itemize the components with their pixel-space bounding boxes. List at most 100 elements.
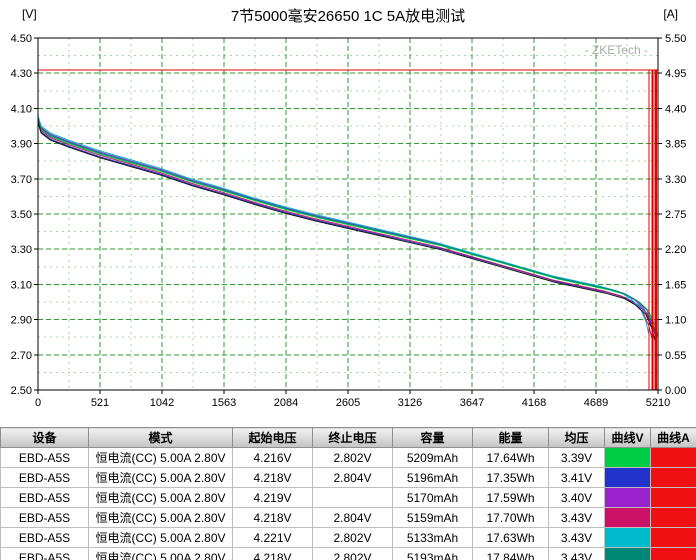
table-cell: 3.40V bbox=[548, 487, 605, 508]
curve-v-color-swatch bbox=[604, 487, 651, 508]
table-cell: 恒电流(CC) 5.00A 2.80V bbox=[88, 467, 233, 488]
table-cell: 17.70Wh bbox=[472, 507, 549, 528]
table-cell: 5193mAh bbox=[392, 547, 473, 560]
right-axis-unit-label: [A] bbox=[663, 7, 678, 21]
curve-v-color-swatch bbox=[604, 467, 651, 488]
y-left-tick-label: 3.90 bbox=[11, 139, 32, 151]
table-row[interactable]: EBD-A5S 恒电流(CC) 5.00A 2.80V 4.216V 2.802V 52… bbox=[0, 447, 696, 468]
x-tick-label: 4168 bbox=[522, 397, 546, 409]
chart-title: 7节5000毫安26650 1C 5A放电测试 bbox=[230, 8, 466, 25]
curve-v-color-swatch bbox=[604, 507, 651, 528]
y-left-tick-label: 2.70 bbox=[11, 350, 32, 362]
table-cell: 3.39V bbox=[548, 447, 605, 468]
table-cell bbox=[312, 487, 393, 508]
voltage-curve-6 bbox=[37, 117, 657, 337]
watermark: - ZKETech - bbox=[585, 43, 648, 57]
table-cell: 5133mAh bbox=[392, 527, 473, 548]
y-right-tick-label: 4.40 bbox=[665, 103, 686, 115]
table-cell: 5170mAh bbox=[392, 487, 473, 508]
y-right-tick-label: 0.55 bbox=[665, 350, 686, 362]
table-cell: 4.221V bbox=[232, 527, 313, 548]
x-tick-label: 3647 bbox=[460, 397, 484, 409]
current-trace-4 bbox=[37, 69, 653, 390]
x-tick-label: 521 bbox=[91, 397, 109, 409]
y-right-tick-label: 2.75 bbox=[665, 209, 686, 221]
x-tick-label: 3126 bbox=[398, 397, 422, 409]
column-header: 能量 bbox=[472, 427, 549, 448]
table-cell: 2.804V bbox=[312, 507, 393, 528]
curve-v-color-swatch bbox=[604, 527, 651, 548]
table-cell: 4.218V bbox=[232, 467, 313, 488]
column-header: 起始电压 bbox=[232, 427, 313, 448]
table-row[interactable]: EBD-A5S 恒电流(CC) 5.00A 2.80V 4.218V 2.802V 51… bbox=[0, 547, 696, 560]
curve-v-color-swatch bbox=[604, 547, 651, 560]
current-trace-3 bbox=[37, 69, 654, 390]
y-left-tick-label: 4.30 bbox=[11, 68, 32, 80]
plot-border bbox=[37, 37, 659, 391]
x-tick-label: 1042 bbox=[150, 397, 174, 409]
y-left-tick-label: 3.10 bbox=[11, 279, 32, 291]
table-cell: 4.218V bbox=[232, 507, 313, 528]
y-left-tick-label: 4.50 bbox=[11, 33, 32, 45]
y-right-tick-label: 0.00 bbox=[665, 385, 686, 397]
voltage-curve-4 bbox=[37, 119, 653, 339]
table-row[interactable]: EBD-A5S 恒电流(CC) 5.00A 2.80V 4.219V 5170mAh 1… bbox=[0, 487, 696, 508]
table-cell: 恒电流(CC) 5.00A 2.80V bbox=[88, 447, 233, 468]
table-cell: 恒电流(CC) 5.00A 2.80V bbox=[88, 547, 233, 560]
table-cell: EBD-A5S bbox=[0, 467, 89, 488]
table-cell: EBD-A5S bbox=[0, 507, 89, 528]
y-left-tick-label: 3.50 bbox=[11, 209, 32, 221]
table-cell: 4.218V bbox=[232, 547, 313, 560]
column-header: 终止电压 bbox=[312, 427, 393, 448]
y-right-tick-label: 1.10 bbox=[665, 315, 686, 327]
table-cell: 17.35Wh bbox=[472, 467, 549, 488]
table-cell: 3.41V bbox=[548, 467, 605, 488]
x-tick-label: 1563 bbox=[212, 397, 236, 409]
curve-a-color-swatch bbox=[650, 507, 696, 528]
y-left-tick-label: 4.10 bbox=[11, 103, 32, 115]
table-header-row: 设备 模式 起始电压 终止电压 容量 能量 均压 曲线V 曲线A bbox=[0, 427, 696, 448]
curve-v-color-swatch bbox=[604, 447, 651, 468]
table-cell: 恒电流(CC) 5.00A 2.80V bbox=[88, 487, 233, 508]
results-table: 设备 模式 起始电压 终止电压 容量 能量 均压 曲线V 曲线A EBD-A5S 恒电流(CC) 5… bbox=[0, 427, 696, 560]
table-cell: 3.43V bbox=[548, 507, 605, 528]
y-left-tick-label: 3.70 bbox=[11, 174, 32, 186]
table-cell: EBD-A5S bbox=[0, 447, 89, 468]
curve-a-color-swatch bbox=[650, 547, 696, 560]
column-header: 曲线V bbox=[604, 427, 651, 448]
y-right-tick-label: 1.65 bbox=[665, 279, 686, 291]
y-right-tick-label: 5.50 bbox=[665, 33, 686, 45]
table-cell: 2.802V bbox=[312, 547, 393, 560]
y-right-tick-label: 4.95 bbox=[665, 68, 686, 80]
y-right-tick-label: 2.20 bbox=[665, 244, 686, 256]
table-cell: 17.64Wh bbox=[472, 447, 549, 468]
table-cell: 2.804V bbox=[312, 467, 393, 488]
column-header: 模式 bbox=[88, 427, 233, 448]
table-cell: EBD-A5S bbox=[0, 527, 89, 548]
table-cell: 17.84Wh bbox=[472, 547, 549, 560]
table-cell: 5159mAh bbox=[392, 507, 473, 528]
voltage-curve-7 bbox=[37, 122, 656, 341]
y-left-tick-label: 2.50 bbox=[11, 385, 32, 397]
table-cell: 恒电流(CC) 5.00A 2.80V bbox=[88, 527, 233, 548]
x-tick-label: 2084 bbox=[274, 397, 298, 409]
table-cell: 17.59Wh bbox=[472, 487, 549, 508]
discharge-chart: 4.50 5.50 0 4.30 4.95 521 4.10 4.40 1042 3.90 3.85… bbox=[11, 33, 687, 409]
table-cell: 3.43V bbox=[548, 547, 605, 560]
x-tick-label: 2605 bbox=[336, 397, 360, 409]
column-header: 曲线A bbox=[650, 427, 696, 448]
x-tick-label: 0 bbox=[35, 397, 41, 409]
table-row[interactable]: EBD-A5S 恒电流(CC) 5.00A 2.80V 4.218V 2.804V 51… bbox=[0, 507, 696, 528]
column-header: 均压 bbox=[548, 427, 605, 448]
voltage-curve-5 bbox=[37, 115, 650, 334]
table-cell: 4.219V bbox=[232, 487, 313, 508]
y-left-tick-label: 3.30 bbox=[11, 244, 32, 256]
table-cell: 3.43V bbox=[548, 527, 605, 548]
y-right-tick-label: 3.30 bbox=[665, 174, 686, 186]
table-row[interactable]: EBD-A5S 恒电流(CC) 5.00A 2.80V 4.221V 2.802V 51… bbox=[0, 527, 696, 548]
table-row[interactable]: EBD-A5S 恒电流(CC) 5.00A 2.80V 4.218V 2.804V 51… bbox=[0, 467, 696, 488]
curve-a-color-swatch bbox=[650, 527, 696, 548]
table-cell: EBD-A5S bbox=[0, 547, 89, 560]
y-right-tick-label: 3.85 bbox=[665, 139, 686, 151]
